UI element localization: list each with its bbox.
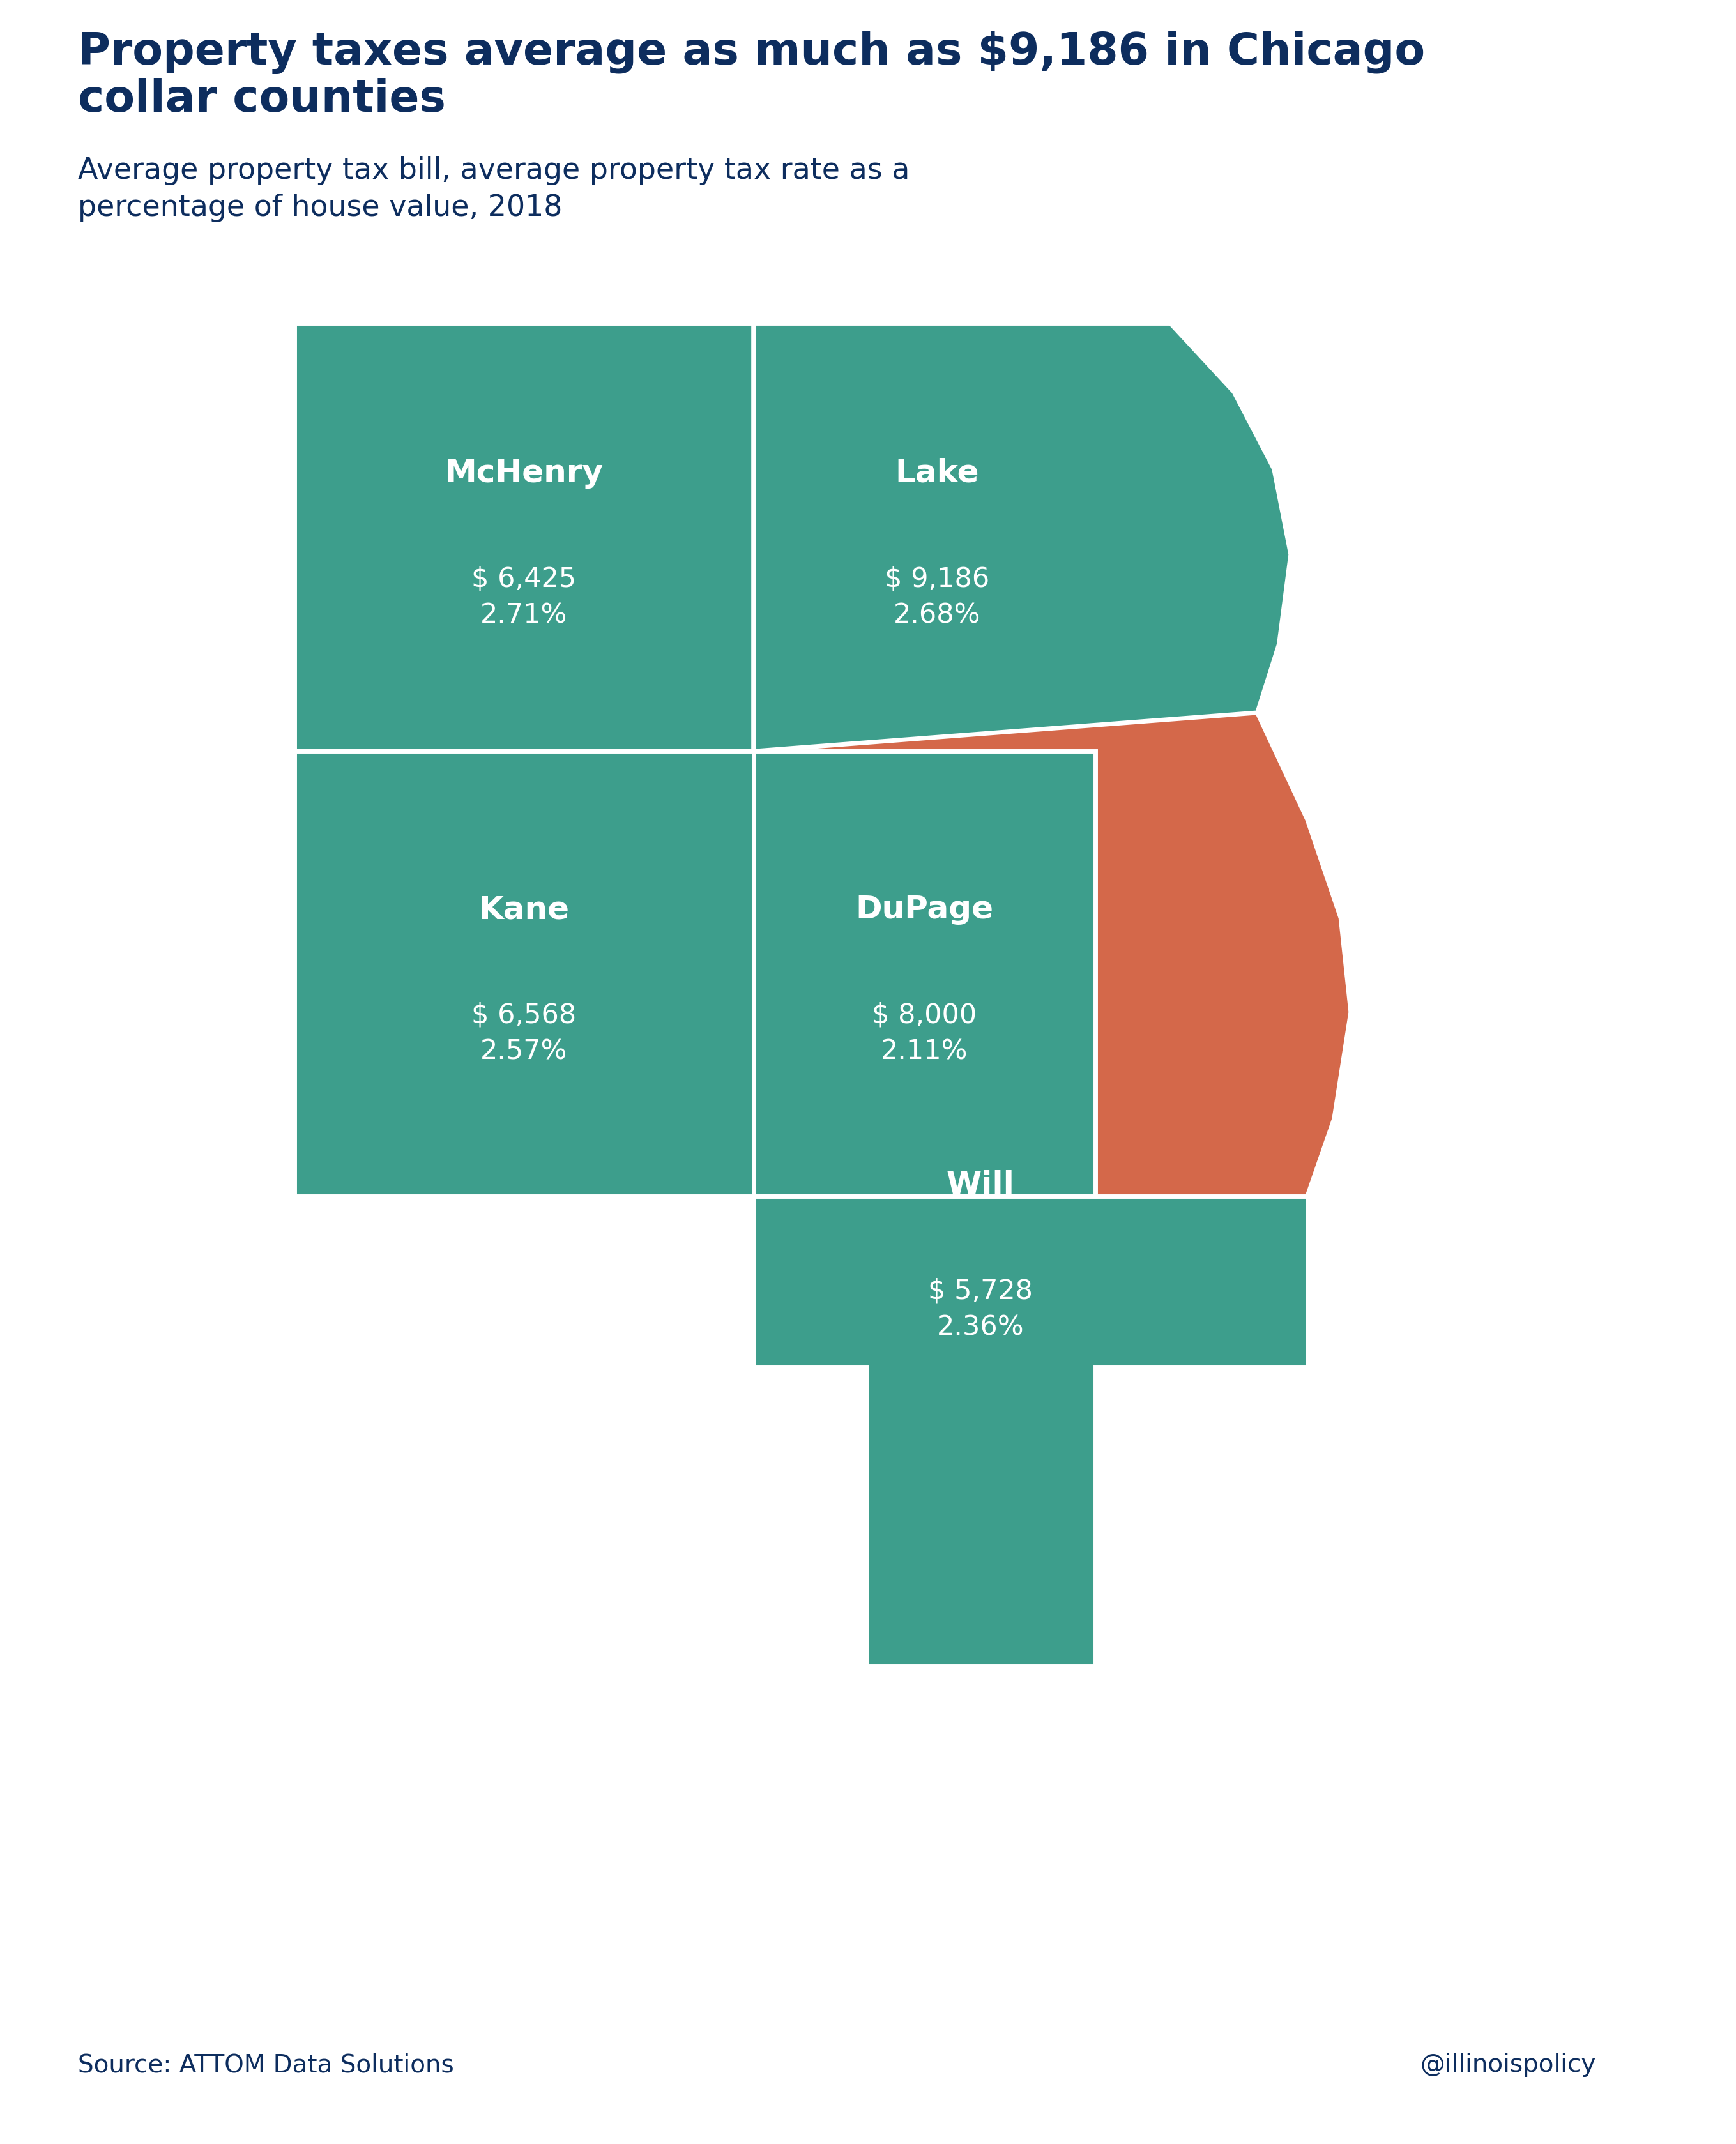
Polygon shape	[295, 750, 753, 1196]
Text: $ 5,728
2.36%: $ 5,728 2.36%	[929, 1278, 1033, 1340]
Polygon shape	[753, 324, 1351, 1666]
Text: Property taxes average as much as $9,186 in Chicago
collar counties: Property taxes average as much as $9,186…	[78, 30, 1425, 120]
Polygon shape	[753, 324, 1290, 750]
Text: Lake: Lake	[896, 459, 979, 489]
Text: McHenry: McHenry	[444, 459, 604, 489]
Text: Average property tax bill, average property tax rate as a
percentage of house va: Average property tax bill, average prope…	[78, 157, 910, 223]
Text: Will: Will	[946, 1171, 1014, 1201]
Text: DuPage: DuPage	[856, 894, 993, 924]
Text: $ 6,568
2.57%: $ 6,568 2.57%	[472, 1001, 576, 1066]
Polygon shape	[295, 324, 753, 750]
Text: Source: ATTOM Data Solutions: Source: ATTOM Data Solutions	[78, 2054, 453, 2078]
Text: $ 9,186
2.68%: $ 9,186 2.68%	[885, 566, 990, 628]
Text: $ 8,000
2.11%: $ 8,000 2.11%	[871, 1001, 977, 1066]
Text: Kane: Kane	[479, 894, 569, 924]
Polygon shape	[753, 1196, 1307, 1666]
Text: $ 6,425
2.71%: $ 6,425 2.71%	[472, 566, 576, 628]
Polygon shape	[753, 750, 1095, 1196]
Text: @illinoispolicy: @illinoispolicy	[1420, 2054, 1595, 2078]
